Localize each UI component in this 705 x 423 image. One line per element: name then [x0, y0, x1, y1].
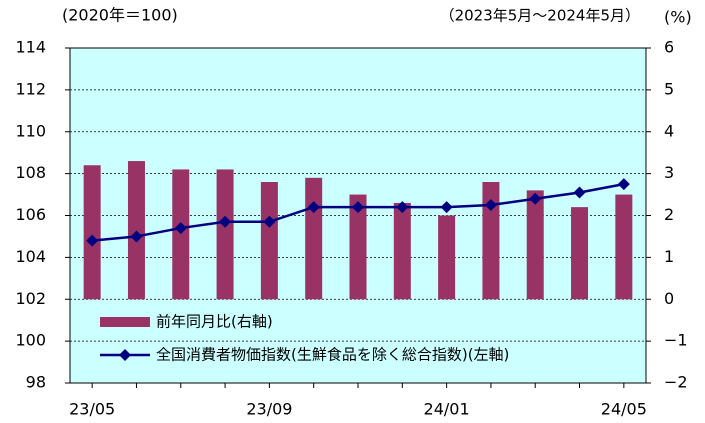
legend-label: 全国消費者物価指数(生鮮食品を除く総合指数)(左軸)	[156, 346, 509, 364]
legend-marker	[119, 349, 131, 361]
y-tick-label: 98	[26, 373, 46, 392]
marker	[529, 192, 542, 205]
marker	[263, 215, 276, 228]
y-tick-label: 112	[15, 79, 46, 98]
marker	[130, 230, 143, 243]
x-tick-label: 23/05	[69, 400, 115, 419]
bar	[305, 177, 323, 300]
marker	[219, 215, 232, 228]
y2-tick-label: 3	[664, 163, 674, 182]
marker	[86, 234, 99, 247]
bar	[615, 194, 633, 300]
y2-tick-label: −2	[664, 373, 688, 392]
bar	[571, 207, 589, 300]
x-tick-label: 24/01	[424, 400, 470, 419]
y-tick-label: 100	[15, 331, 46, 350]
legend-label: 前年同月比(右軸)	[156, 313, 273, 331]
y2-tick-label: −1	[664, 331, 688, 350]
marker	[174, 222, 187, 235]
right-axis-label: (%)	[664, 8, 692, 27]
period-label: （2023年5月～2024年5月）	[440, 7, 640, 25]
y-tick-label: 110	[15, 121, 46, 140]
y2-tick-label: 0	[664, 289, 674, 308]
left-axis-label: (2020年＝100)	[62, 6, 178, 25]
bar	[83, 165, 101, 300]
legend-swatch	[100, 317, 150, 327]
x-tick-label: 24/05	[601, 400, 647, 419]
bar	[172, 169, 190, 300]
marker	[617, 178, 630, 191]
y2-tick-label: 5	[664, 79, 674, 98]
y2-tick-label: 2	[664, 205, 674, 224]
y-tick-label: 108	[15, 163, 46, 182]
y-tick-label: 102	[15, 289, 46, 308]
y-tick-label: 106	[15, 205, 46, 224]
y-tick-label: 114	[15, 38, 46, 57]
bar	[526, 190, 544, 300]
y2-tick-label: 6	[664, 38, 674, 57]
marker	[573, 186, 586, 199]
x-tick-label: 23/09	[246, 400, 292, 419]
bar	[260, 182, 278, 300]
y2-tick-label: 1	[664, 247, 674, 266]
marker	[352, 201, 364, 214]
bar	[127, 161, 145, 300]
marker	[396, 201, 409, 214]
bar	[438, 215, 456, 300]
y-tick-label: 104	[15, 247, 46, 266]
bar	[349, 194, 367, 300]
y2-tick-label: 4	[664, 121, 674, 140]
bar	[393, 202, 411, 300]
marker	[484, 199, 497, 212]
marker	[440, 201, 453, 214]
bar	[216, 169, 234, 300]
marker	[307, 201, 320, 214]
bar	[482, 182, 500, 300]
